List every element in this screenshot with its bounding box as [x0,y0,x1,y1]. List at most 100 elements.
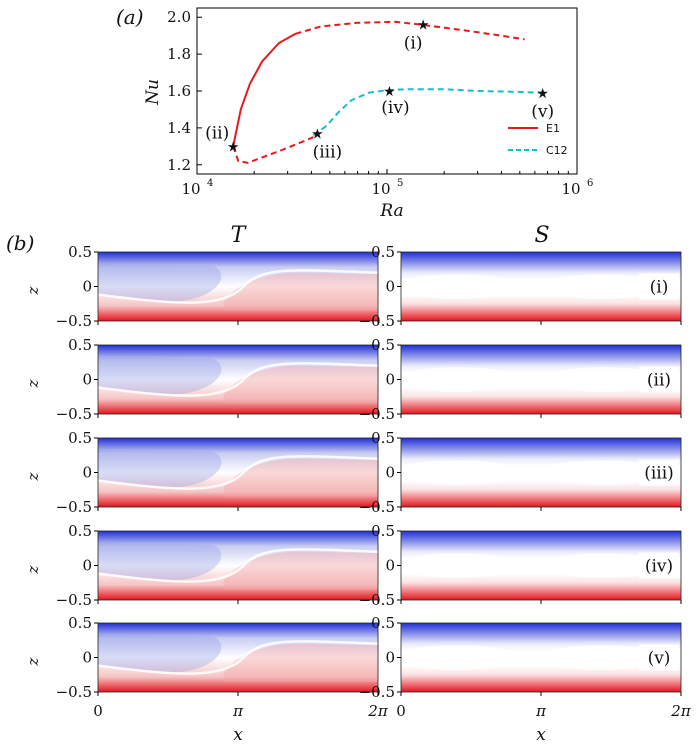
y-tick-label-right: 0.5 [371,614,395,632]
x-tick-label: 10 [561,180,580,198]
y-tick-label-left: −0.5 [56,498,92,516]
x-tick-exponent: 4 [207,178,213,189]
cool-plume [98,450,222,488]
temperature-field [98,438,378,507]
point-marker-star: ★ [227,139,240,155]
x-axis-label-left: x [233,725,243,745]
x-axis-labels-bottom: 0 π 2π 0 π 2π x x [93,702,692,745]
y-tick-label-left: −0.5 [56,405,92,423]
y-tick-label-left: 0 [82,371,92,389]
cool-plume [98,635,222,673]
x-tick-left-0: 0 [93,702,103,720]
point-marker-label: (i) [404,34,423,54]
column-title-t: T [231,223,248,248]
field-rows: (i) 0.5 0 −0.5 0.5 0 −0.5 z (ii) 0.5 0 −0.5 0.5 0 −0.5… [24,243,682,701]
y-axis-label: Nu [143,79,163,106]
cool-plume [98,264,222,302]
y-tick-label-right: 0.5 [371,522,395,540]
y-tick-label-right: 0.5 [371,336,395,354]
z-axis-label: z [24,472,42,481]
x-axis-label-right: x [536,725,546,745]
y-tick-label: 2.0 [167,8,191,26]
warm-plume [223,272,378,311]
legend: E1 C12 [508,122,568,157]
panel-a-label: (a) [116,5,144,29]
y-tick-label-right: 0 [385,464,395,482]
y-tick-label-left: 0.5 [68,336,92,354]
y-tick-label-left: 0 [82,278,92,296]
y-tick-label-left: 0.5 [68,243,92,261]
x-axis-label: Ra [379,201,403,221]
panel-a: (a) 10 4 10 5 10 61.21.41.61.82.0 ★(i)★(ii) ★(… [116,5,593,221]
point-marker-label: (iii) [313,142,343,162]
y-tick-label-left: −0.5 [56,312,92,330]
y-tick-label-left: 0.5 [68,429,92,447]
field-row: (iv) 0.5 0 −0.5 0.5 0 −0.5 z [24,522,682,609]
interface-line [97,640,379,675]
temperature-field [98,345,378,414]
x-tick-exponent: 5 [397,178,403,189]
salinity-cell [395,460,519,485]
legend-label-c12: C12 [546,144,568,157]
salinity-cell [395,274,519,299]
y-tick-label-right: −0.5 [359,591,395,609]
y-tick-label-left: 0 [82,464,92,482]
salinity-cell [395,645,519,670]
warm-plume [223,365,378,404]
y-tick-label-right: −0.5 [359,683,395,701]
y-tick-label-right: 0 [385,557,395,575]
y-tick-label: 1.8 [167,45,191,63]
warm-plume [223,458,378,497]
y-tick-label-right: 0 [385,371,395,389]
x-tick-label: 10 [181,180,200,198]
y-tick-label-right: −0.5 [359,405,395,423]
x-tick-right-2pi: 2π [670,702,692,720]
x-tick-left-pi: π [232,702,244,720]
row-label-box [639,552,679,579]
panel-b: (b) T S (i)0.50−0.50.50−0.5z(ii)0.50−0.5… [6,223,692,745]
point-marker-star: ★ [311,126,324,142]
warm-plume [223,643,378,682]
salinity-cell [541,645,665,670]
y-tick-label: 1.2 [167,156,191,174]
row-label: (ii) [647,371,671,391]
point-marker-star: ★ [383,84,396,100]
series-e1-stable-line [232,32,296,147]
y-tick-label-left: 0 [82,649,92,667]
y-tick-label-right: 0 [385,649,395,667]
row-label-box [639,366,679,393]
salinity-cell [541,553,665,578]
row-label: (v) [648,649,671,669]
y-tick-label-left: 0 [82,557,92,575]
row-label-box [639,273,679,300]
point-marker-label: (v) [531,102,554,122]
series-e1-unstable-line [295,20,525,41]
x-tick-left-2pi: 2π [367,702,389,720]
y-tick-label-right: −0.5 [359,498,395,516]
salinity-cell [541,274,665,299]
series-c12-line [312,88,542,137]
z-axis-label: z [24,565,42,574]
interface-line [97,269,379,304]
y-tick-label-right: 0.5 [371,243,395,261]
row-label: (i) [650,278,669,298]
z-axis-label: z [24,286,42,295]
y-tick-label: 1.6 [167,82,191,100]
y-tick-label-left: −0.5 [56,591,92,609]
row-label: (iii) [644,464,674,484]
cool-plume [98,543,222,581]
x-tick-right-pi: π [535,702,547,720]
y-tick-label-left: −0.5 [56,683,92,701]
salinity-cell [541,367,665,392]
salinity-cell [541,460,665,485]
temperature-field [98,623,378,692]
temperature-field [98,531,378,600]
z-axis-label: z [24,657,42,666]
column-title-s: S [534,223,549,248]
row-label: (iv) [645,557,673,577]
row-label-box [639,644,679,671]
y-tick-label-left: 0.5 [68,614,92,632]
y-tick-label-right: 0 [385,278,395,296]
salinity-cell [395,367,519,392]
row-label-box [639,459,679,486]
